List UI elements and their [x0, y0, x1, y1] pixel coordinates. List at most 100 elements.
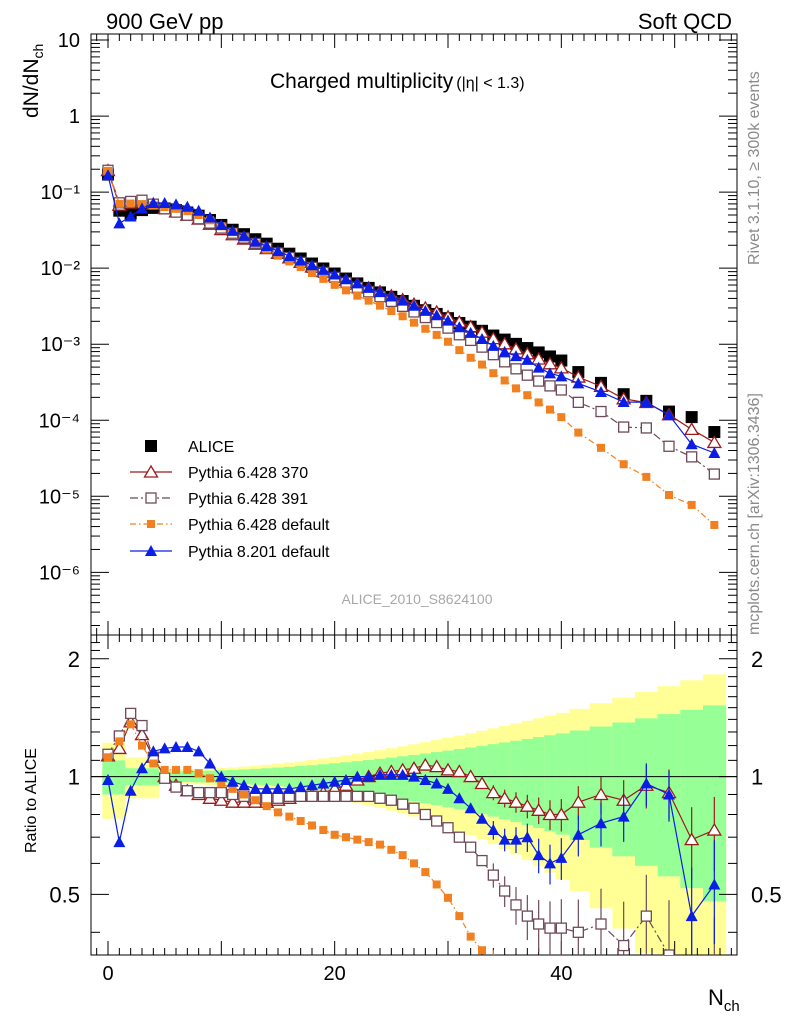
labels: Charged multiplicity (|η| < 1.3) ALICE_20… — [20, 44, 740, 1015]
mc-point-top — [328, 268, 341, 280]
mc-point-top — [597, 443, 605, 452]
mc-point-ratio — [595, 817, 607, 829]
mc-point-ratio — [319, 826, 328, 835]
mc-point-ratio — [510, 899, 522, 911]
legend-label: Pythia 8.201 default — [188, 544, 330, 561]
mc-point-top — [708, 446, 721, 458]
mc-point-ratio — [158, 742, 171, 754]
mc-point-ratio — [478, 946, 486, 955]
mc-point-top — [260, 240, 273, 252]
mc-point-ratio — [353, 835, 362, 844]
ratio-plot-series — [100, 707, 722, 974]
mc-point-ratio — [617, 810, 630, 822]
header-right: Soft QCD — [637, 9, 732, 34]
legend-label: ALICE — [188, 439, 234, 456]
mc-point-top — [410, 318, 418, 327]
mc-point-ratio — [251, 796, 260, 805]
mc-point-ratio — [544, 922, 556, 934]
mc-point-top — [642, 472, 651, 481]
mc-point-ratio — [124, 784, 137, 796]
mc-point-top — [521, 369, 533, 381]
mc-point-top — [283, 250, 296, 262]
inner-band-bin — [533, 737, 545, 829]
legend-marker — [143, 464, 159, 478]
mc-point-ratio — [474, 776, 490, 790]
mc-point-top — [342, 286, 350, 295]
mc-point-top — [319, 274, 328, 283]
mc-point-ratio — [385, 794, 397, 806]
mc-point-ratio — [374, 792, 386, 804]
inner-band-bin — [453, 749, 466, 810]
mc-point-top — [215, 218, 228, 230]
mc-point-top — [136, 202, 148, 214]
mc-point-ratio — [519, 798, 535, 812]
mc-point-ratio — [115, 737, 124, 746]
mc-point-top — [544, 380, 556, 392]
mc-point-top — [306, 259, 318, 271]
mc-point-top — [364, 296, 373, 305]
mc-point-top — [523, 391, 532, 400]
mc-point-top — [376, 301, 384, 310]
ratio-tick-label-right: 1 — [751, 765, 763, 790]
mc-point-top — [619, 460, 628, 469]
mc-point-ratio — [159, 772, 171, 784]
mc-point-ratio — [134, 727, 150, 741]
mc-point-top — [296, 263, 305, 272]
mc-point-top — [572, 377, 585, 389]
mc-point-ratio — [204, 786, 216, 799]
mc-point-ratio — [283, 782, 296, 794]
mc-point-top — [640, 396, 653, 408]
mc-point-ratio — [194, 769, 203, 778]
watermark: ALICE_2010_S8624100 — [341, 591, 492, 607]
inner-band-bin — [113, 760, 126, 795]
inner-band-bin — [499, 742, 511, 820]
mc-point-ratio — [408, 802, 420, 814]
legend-label: Pythia 6.428 default — [188, 517, 330, 534]
mc-point-top — [685, 438, 698, 450]
mc-point-ratio — [113, 836, 126, 848]
mc-point-top — [663, 409, 675, 421]
mc-point-ratio — [442, 822, 454, 834]
mc-point-top — [684, 422, 700, 436]
x-tick-label: 40 — [550, 963, 572, 985]
mc-point-top — [421, 324, 430, 333]
mc-point-ratio — [364, 838, 373, 847]
mc-point-ratio — [262, 802, 271, 811]
mc-point-ratio — [294, 781, 307, 793]
mc-point-ratio — [572, 828, 585, 840]
mc-point-ratio — [249, 782, 262, 794]
mc-point-ratio — [272, 792, 284, 804]
x-tick-label: 0 — [102, 963, 113, 985]
y-tick-label-top: 10⁻³ — [41, 334, 81, 356]
mc-point-ratio — [708, 878, 721, 890]
mc-point-ratio — [570, 794, 586, 808]
mc-point-ratio — [542, 807, 558, 821]
mc-point-top — [387, 307, 396, 316]
mc-point-ratio — [136, 762, 148, 774]
mc-point-ratio — [213, 792, 229, 806]
y-tick-label-top: 10⁻⁵ — [39, 486, 80, 508]
mc-point-top — [500, 376, 509, 385]
legend-marker — [145, 492, 157, 504]
mc-point-ratio — [261, 792, 273, 804]
mc-point-ratio — [228, 784, 237, 793]
mc-point-ratio — [489, 966, 497, 974]
mc-point-top — [572, 396, 584, 408]
mc-point-top — [487, 339, 500, 351]
mc-point-ratio — [317, 777, 330, 789]
mc-point-top — [595, 405, 607, 418]
mc-point-top — [238, 229, 250, 241]
mc-point-top — [665, 491, 673, 500]
mc-point-ratio — [430, 777, 443, 789]
axes: 0 20 40 10 1 10⁻¹ 10⁻² 10⁻³ 10⁻⁴ 10⁻⁵ 10⁻⁶ 2 2 1 1 0.5 0… — [39, 30, 782, 985]
mc-point-top — [308, 269, 316, 278]
mc-point-ratio — [387, 845, 396, 854]
mc-point-top — [158, 196, 171, 208]
mc-point-top — [330, 280, 339, 289]
legend-marker — [147, 520, 155, 528]
mc-point-ratio — [476, 854, 488, 867]
mc-point-ratio — [444, 893, 452, 902]
mc-point-top — [126, 199, 135, 208]
mc-point-ratio — [340, 773, 352, 785]
mc-point-ratio — [329, 790, 341, 803]
